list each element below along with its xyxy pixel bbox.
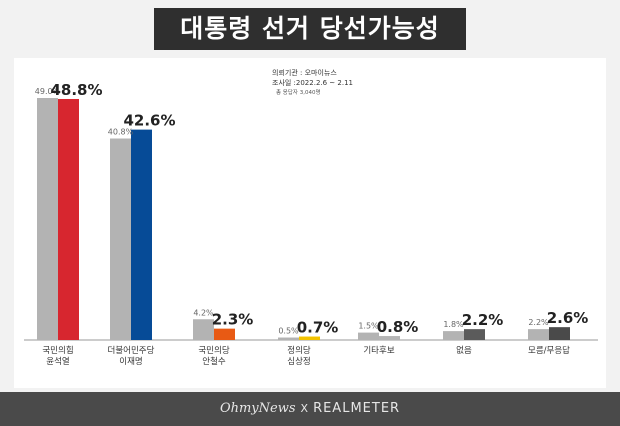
survey-meta: 의뢰기관 : 오마이뉴스 조사일 :2022.2.6 ~ 2.11 총 응답자 … [262,68,372,99]
label-prev-1: 40.8% [108,127,134,136]
category-label-3-1: 심상정 [287,356,310,367]
category-label-6-0: 모름/무응답 [528,345,570,356]
bar-prev-2 [193,319,214,340]
bar-now-6 [549,327,570,340]
bar-now-1 [131,129,152,340]
label-now-5: 2.2% [462,311,504,329]
label-prev-5: 1.8% [443,320,464,329]
survey-sample: 총 응답자 3,040명 [276,90,321,96]
footer-ohmynews: OhmyNews [219,401,296,416]
category-label-3-0: 정의당 [287,345,311,356]
footer-separator: X [300,402,309,415]
bar-prev-0 [37,98,58,340]
label-now-1: 42.6% [123,112,175,130]
bar-prev-3 [278,337,299,340]
bar-prev-1 [110,138,131,340]
label-now-4: 0.8% [377,318,419,336]
label-prev-4: 1.5% [358,322,379,331]
category-label-1-0: 더불어민주당 [108,345,155,356]
category-label-1-1: 이재명 [119,356,142,367]
label-prev-3: 0.5% [278,327,299,336]
bar-now-0 [58,98,79,340]
category-label-4-0: 기타후보 [363,346,394,356]
bar-prev-4 [358,332,379,340]
category-label-0-0: 국민의힘 [42,345,73,356]
bar-prev-6 [528,329,549,340]
footer-bar: OhmyNews X REALMETER [0,392,620,426]
label-prev-6: 2.2% [528,318,549,327]
footer-realmeter: REALMETER [313,401,401,416]
bar-now-4 [379,336,400,340]
page-title: 대통령 선거 당선가능성 [154,8,466,50]
category-label-5-0: 없음 [456,346,472,356]
bar-now-3 [299,336,320,340]
category-label-0-1: 윤석열 [46,356,70,367]
label-now-2: 2.3% [212,311,254,329]
bar-prev-5 [443,331,464,340]
category-label-2-0: 국민의당 [198,345,229,356]
label-prev-0: 49.0% [35,87,61,96]
survey-org: 의뢰기관 : 오마이뉴스 [272,69,337,77]
category-label-2-1: 안철수 [202,356,226,367]
label-now-0: 48.8% [50,81,102,99]
label-prev-2: 4.2% [193,308,214,317]
label-now-6: 2.6% [547,309,589,327]
bar-now-5 [464,329,485,340]
bar-now-2 [214,328,235,340]
survey-period: 조사일 :2022.2.6 ~ 2.11 [272,79,353,87]
footer-credits: OhmyNews X REALMETER [0,392,620,426]
label-now-3: 0.7% [297,319,339,337]
